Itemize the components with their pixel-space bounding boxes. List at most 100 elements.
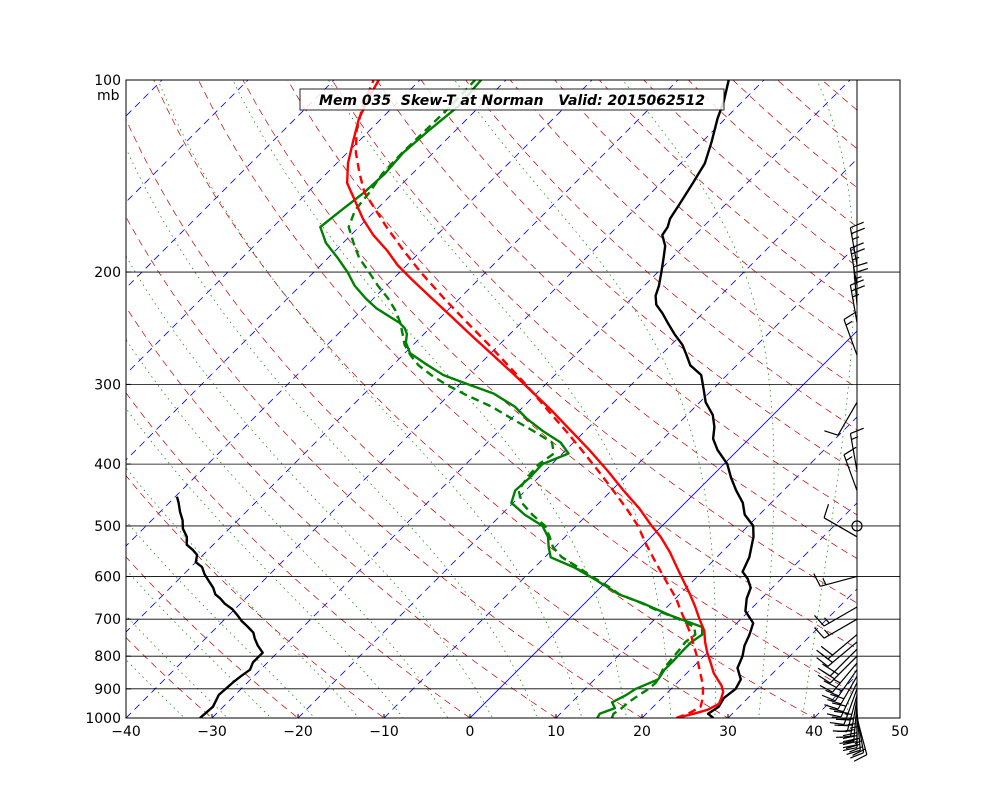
barb-feather xyxy=(816,657,829,667)
wind-barb xyxy=(814,606,858,627)
barb-shaft xyxy=(843,688,858,725)
dry-adiabat-line xyxy=(894,66,1000,732)
dry-adiabat-line xyxy=(509,80,857,389)
dry-adiabat-line xyxy=(331,80,857,559)
barb-shaft xyxy=(827,634,858,660)
barb-feather xyxy=(853,262,868,268)
pressure-tick-labels: 100 200 300 400 500 600 700 800 900 1000 xyxy=(85,73,131,727)
isotherm-line xyxy=(126,80,335,289)
chart-title: Mem 035 Skew-T at Norman Valid: 20150625… xyxy=(299,88,725,111)
isotherm-line xyxy=(126,80,163,117)
wind-barb xyxy=(826,682,858,718)
barb-feather xyxy=(827,698,842,705)
temperature-profile-line xyxy=(654,80,755,718)
dry-adiabat-line xyxy=(643,80,857,267)
wind-barb xyxy=(843,446,858,491)
barb-half-feather xyxy=(822,578,827,586)
x-tick-label: 50 xyxy=(891,724,909,740)
moist-adiabat-line xyxy=(157,80,583,718)
wind-barb xyxy=(813,573,858,587)
barb-feather xyxy=(854,268,869,274)
barb-feather xyxy=(817,667,831,677)
wind-barb xyxy=(817,648,858,677)
x-tick-label: 40 xyxy=(805,724,823,740)
moist-adiabat-line xyxy=(126,147,538,718)
dry-adiabat-line xyxy=(153,80,815,718)
barb-feather xyxy=(851,227,865,235)
dry-adiabat-line xyxy=(126,306,557,718)
moist-adiabat-line xyxy=(126,255,493,718)
barb-shaft xyxy=(823,618,858,639)
wind-barb xyxy=(823,504,858,538)
moist-adiabat-line xyxy=(126,467,360,718)
p-tick-label: 500 xyxy=(94,519,121,535)
barb-feather xyxy=(831,702,847,707)
p-tick-label: 300 xyxy=(94,377,121,393)
wind-barb xyxy=(853,262,869,305)
dry-adiabat-line xyxy=(242,80,857,649)
isotherm-line xyxy=(211,80,851,718)
zero-isotherm-line xyxy=(469,330,857,718)
wind-barb xyxy=(824,675,858,710)
p-tick-label: 700 xyxy=(94,612,121,628)
dry-adiabat-line xyxy=(598,80,857,307)
isotherm-line xyxy=(0,80,76,718)
barb-feather xyxy=(851,248,865,255)
barb-feather xyxy=(813,573,821,587)
dry-adiabat-line xyxy=(126,392,471,718)
x-tick-label: 10 xyxy=(547,724,565,740)
p-tick-label: 600 xyxy=(94,569,121,585)
parcel-profile-line xyxy=(345,80,725,718)
barb-shaft xyxy=(853,703,858,742)
isotherm-line xyxy=(126,80,765,718)
isotherm-line xyxy=(126,80,679,633)
barb-feather xyxy=(824,704,839,710)
title-box xyxy=(299,88,725,111)
dry-adiabat-line xyxy=(687,80,857,228)
barb-shaft xyxy=(827,641,858,667)
dry-adiabat-line xyxy=(126,216,643,718)
isotherm-line xyxy=(126,80,249,203)
barb-feather xyxy=(830,693,845,700)
barb-feather xyxy=(829,707,844,713)
p-tick-label: 100 xyxy=(94,73,121,89)
barb-feather xyxy=(814,627,825,639)
barb-feather xyxy=(842,746,858,752)
x-tick-label: −30 xyxy=(197,724,227,740)
wind-barb xyxy=(816,634,858,660)
barb-feather xyxy=(836,736,851,738)
barb-half-feather xyxy=(845,456,853,461)
x-tick-label: −40 xyxy=(111,724,141,740)
barb-half-feather xyxy=(824,629,830,636)
dewpoint-profile-line xyxy=(319,80,704,718)
barb-half-feather xyxy=(854,740,862,745)
p-tick-label: 1000 xyxy=(85,711,121,727)
dry-adiabat-line xyxy=(126,556,299,718)
dry-adiabat-line xyxy=(287,80,857,604)
p-tick-label: 900 xyxy=(94,682,121,698)
barb-feather xyxy=(842,738,858,743)
barb-half-feather xyxy=(852,236,860,240)
barb-shaft xyxy=(829,655,858,684)
dry-adiabat-line xyxy=(776,80,857,150)
wind-barb xyxy=(814,618,858,639)
moist-adiabat-line xyxy=(126,659,186,718)
pressure-unit-label: mb xyxy=(97,88,120,104)
barb-feather xyxy=(833,710,849,714)
dry-adiabat-line xyxy=(126,118,729,718)
profile-lines xyxy=(175,80,755,718)
isotherm-line xyxy=(900,80,1000,718)
wind-barbs xyxy=(813,221,869,762)
moist-adiabat-line xyxy=(126,615,229,718)
barb-half-feather xyxy=(824,617,830,624)
barb-shaft xyxy=(849,285,858,323)
barb-shaft xyxy=(843,319,858,356)
isotherm-line xyxy=(986,80,1000,718)
wind-barb xyxy=(832,694,858,733)
barb-shaft xyxy=(849,433,858,472)
moist-adiabat-line xyxy=(232,80,627,718)
barb-feather xyxy=(822,663,835,673)
dry-adiabat-line xyxy=(938,66,1000,732)
wind-barb xyxy=(843,311,858,356)
